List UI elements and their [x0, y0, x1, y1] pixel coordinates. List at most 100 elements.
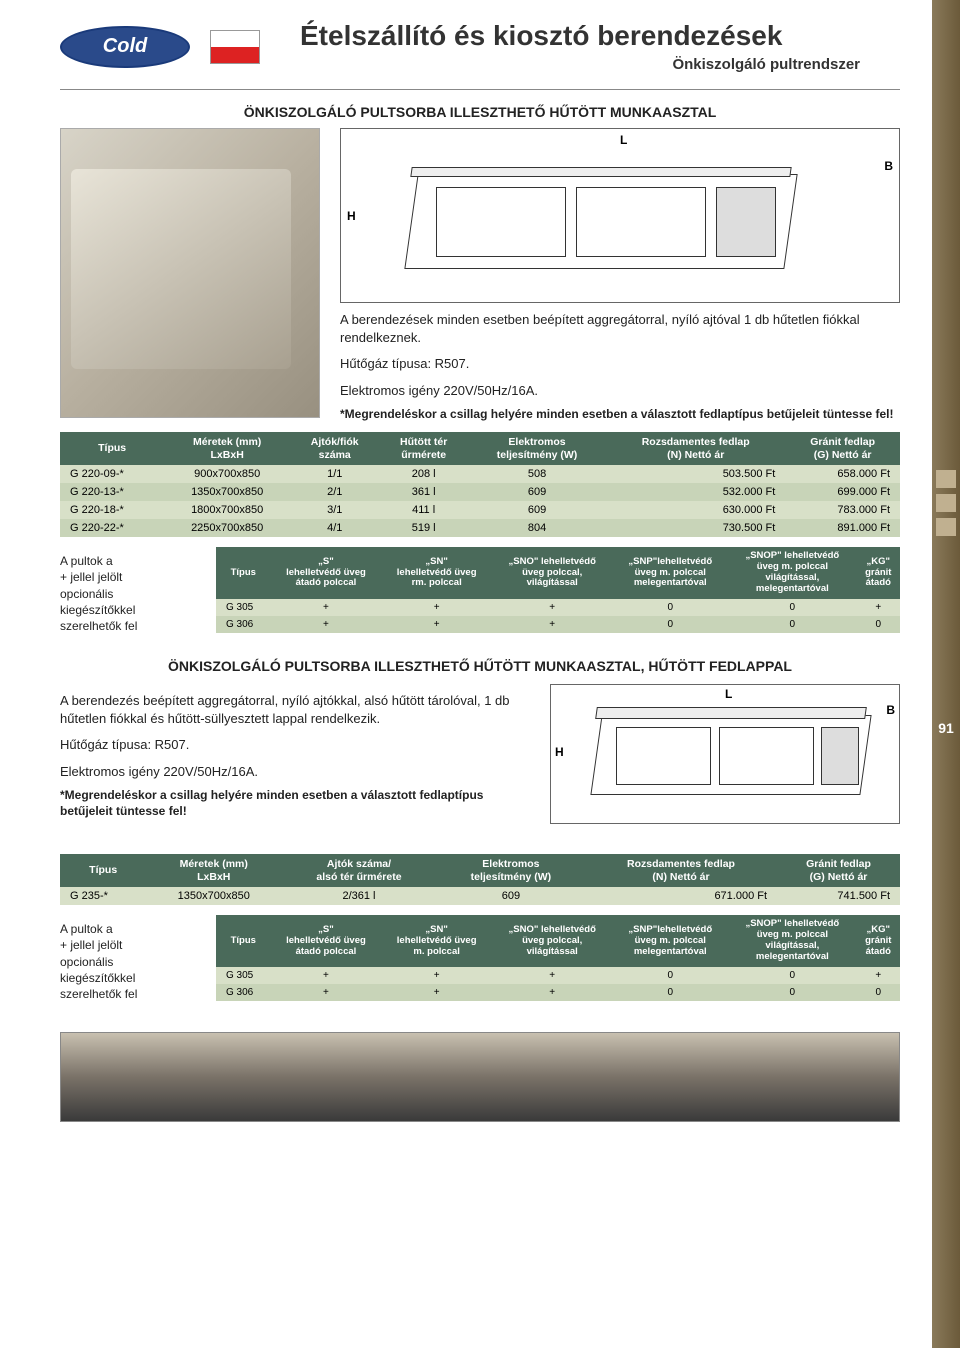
col-header: Típus — [60, 854, 146, 887]
table-cell: 699.000 Ft — [785, 483, 900, 501]
table-cell: + — [381, 967, 492, 984]
page: 91 Cold Ételszállító és kiosztó berendez… — [0, 0, 960, 1348]
section1-desc2: Hűtőgáz típusa: R507. — [340, 355, 900, 373]
brand-logo: Cold — [60, 26, 190, 68]
table-cell: 0 — [612, 984, 728, 1001]
table-cell: 630.000 Ft — [606, 501, 785, 519]
table-cell: 503.500 Ft — [606, 465, 785, 483]
table-row: G 220-09-*900x700x8501/1208 l508503.500 … — [60, 465, 900, 483]
table1-header-row: TípusMéretek (mm)LxBxHAjtók/fiókszámaHűt… — [60, 432, 900, 465]
table2: Típus„S"lehelletvédő üvegátadó polccal„S… — [216, 547, 900, 633]
col-header: Rozsdamentes fedlap(N) Nettó ár — [606, 432, 785, 465]
dimension-diagram: L B H — [340, 128, 900, 303]
side-stripe — [932, 0, 960, 1348]
table-cell: 0 — [728, 599, 856, 616]
col-header: Méretek (mm)LxBxH — [164, 432, 290, 465]
col-header: Méretek (mm)LxBxH — [146, 854, 281, 887]
page-title: Ételszállító és kiosztó berendezések — [300, 20, 900, 52]
section2-desc2: Hűtőgáz típusa: R507. — [60, 736, 534, 754]
section1-heading: ÖNKISZOLGÁLÓ PULTSORBA ILLESZTHETŐ HŰTÖT… — [60, 104, 900, 120]
col-header: „SNO" lehelletvédőüveg polccal,világítás… — [492, 915, 612, 967]
col-header: „SNP"lehelletvédőüveg m. polccalmelegent… — [612, 915, 728, 967]
col-header: Gránit fedlap(G) Nettó ár — [785, 432, 900, 465]
table-row: G 305+++00+ — [216, 967, 900, 984]
section2-note: *Megrendeléskor a csillag helyére minden… — [60, 787, 534, 819]
table-cell: G 306 — [216, 984, 271, 1001]
table-cell: 1350x700x850 — [146, 887, 281, 905]
header: Cold Ételszállító és kiosztó berendezése… — [0, 0, 960, 83]
table2-wrap: Típus„S"lehelletvédő üvegátadó polccal„S… — [216, 547, 900, 633]
table-cell: G 235-* — [60, 887, 146, 905]
table-cell: G 305 — [216, 967, 271, 984]
table-cell: 0 — [728, 616, 856, 633]
table4: Típus„S"lehelletvédő üvegátadó polccal„S… — [216, 915, 900, 1001]
table-cell: 361 l — [379, 483, 468, 501]
table-cell: 0 — [857, 984, 900, 1001]
table-cell: 900x700x850 — [164, 465, 290, 483]
col-header: Típus — [216, 547, 271, 599]
col-header: Ajtók száma/alsó tér űrmérete — [281, 854, 437, 887]
table3: TípusMéretek (mm)LxBxHAjtók száma/alsó t… — [60, 854, 900, 905]
table1-wrap: TípusMéretek (mm)LxBxHAjtók/fiókszámaHűt… — [60, 432, 900, 537]
col-header: „SN"lehelletvédő üvegrm. polccal — [381, 547, 492, 599]
title-block: Ételszállító és kiosztó berendezések Önk… — [280, 20, 900, 73]
table-cell: + — [492, 984, 612, 1001]
col-header: Típus — [60, 432, 164, 465]
col-header: „KG"gránitátadó — [857, 915, 900, 967]
table-cell: + — [492, 599, 612, 616]
col-header: „SNP"lehelletvédőüveg m. polccalmelegent… — [612, 547, 728, 599]
table3-header-row: TípusMéretek (mm)LxBxHAjtók száma/alsó t… — [60, 854, 900, 887]
table-cell: 0 — [857, 616, 900, 633]
col-header: „SNO" lehelletvédőüveg polccal,világítás… — [492, 547, 612, 599]
table1: TípusMéretek (mm)LxBxHAjtók/fiókszámaHűt… — [60, 432, 900, 537]
options2-row: A pultok a+ jellel jelöltopcionáliskiegé… — [60, 915, 900, 1002]
section2-text: A berendezés beépített aggregátorral, ny… — [60, 684, 534, 819]
diagram-label-H: H — [347, 209, 356, 223]
col-header: Elektromosteljesítmény (W) — [437, 854, 585, 887]
options2-text: A pultok a+ jellel jelöltopcionáliskiegé… — [60, 915, 200, 1002]
table-cell: 2/1 — [290, 483, 379, 501]
table-row: G 220-18-*1800x700x8503/1411 l609630.000… — [60, 501, 900, 519]
table-cell: 1/1 — [290, 465, 379, 483]
col-header: „S"lehelletvédő üvegátadó polccal — [271, 547, 382, 599]
table-cell: + — [381, 599, 492, 616]
table-cell: + — [271, 967, 382, 984]
table-cell: 0 — [612, 599, 728, 616]
table-row: G 305+++00+ — [216, 599, 900, 616]
table-row: G 235-*1350x700x8502/361 l609671.000 Ft7… — [60, 887, 900, 905]
section2-desc3: Elektromos igény 220V/50Hz/16A. — [60, 763, 534, 781]
table-cell: 2/361 l — [281, 887, 437, 905]
col-header: „SN"lehelletvédő üvegm. polccal — [381, 915, 492, 967]
section2-desc1: A berendezés beépített aggregátorral, ny… — [60, 692, 534, 728]
options1-text: A pultok a+ jellel jelöltopcionáliskiegé… — [60, 547, 200, 634]
col-header: Ajtók/fiókszáma — [290, 432, 379, 465]
table-row: G 306+++000 — [216, 616, 900, 633]
table-cell: 1350x700x850 — [164, 483, 290, 501]
table-row: G 220-22-*2250x700x8504/1519 l804730.500… — [60, 519, 900, 537]
table-cell: 3/1 — [290, 501, 379, 519]
col-header: Rozsdamentes fedlap(N) Nettó ár — [585, 854, 777, 887]
options1-row: A pultok a+ jellel jelöltopcionáliskiegé… — [60, 547, 900, 634]
table-cell: 609 — [437, 887, 585, 905]
table-cell: + — [381, 616, 492, 633]
table-cell: 0 — [728, 967, 856, 984]
table-cell: + — [857, 967, 900, 984]
table-cell: G 220-22-* — [60, 519, 164, 537]
section1-desc3: Elektromos igény 220V/50Hz/16A. — [340, 382, 900, 400]
table-cell: + — [271, 616, 382, 633]
diagram2-label-B: B — [886, 703, 895, 717]
table-cell: 411 l — [379, 501, 468, 519]
table-cell: + — [492, 967, 612, 984]
section1-desc1: A berendezések minden esetben beépített … — [340, 311, 900, 347]
page-number: 91 — [936, 720, 956, 736]
table-cell: 508 — [468, 465, 606, 483]
col-header: Hűtött térűrmérete — [379, 432, 468, 465]
table-cell: G 220-18-* — [60, 501, 164, 519]
table-cell: 532.000 Ft — [606, 483, 785, 501]
table-cell: 671.000 Ft — [585, 887, 777, 905]
divider — [60, 89, 900, 90]
table-cell: 658.000 Ft — [785, 465, 900, 483]
table-cell: 730.500 Ft — [606, 519, 785, 537]
table-cell: G 220-13-* — [60, 483, 164, 501]
logo-row: Cold Ételszállító és kiosztó berendezése… — [60, 20, 900, 73]
